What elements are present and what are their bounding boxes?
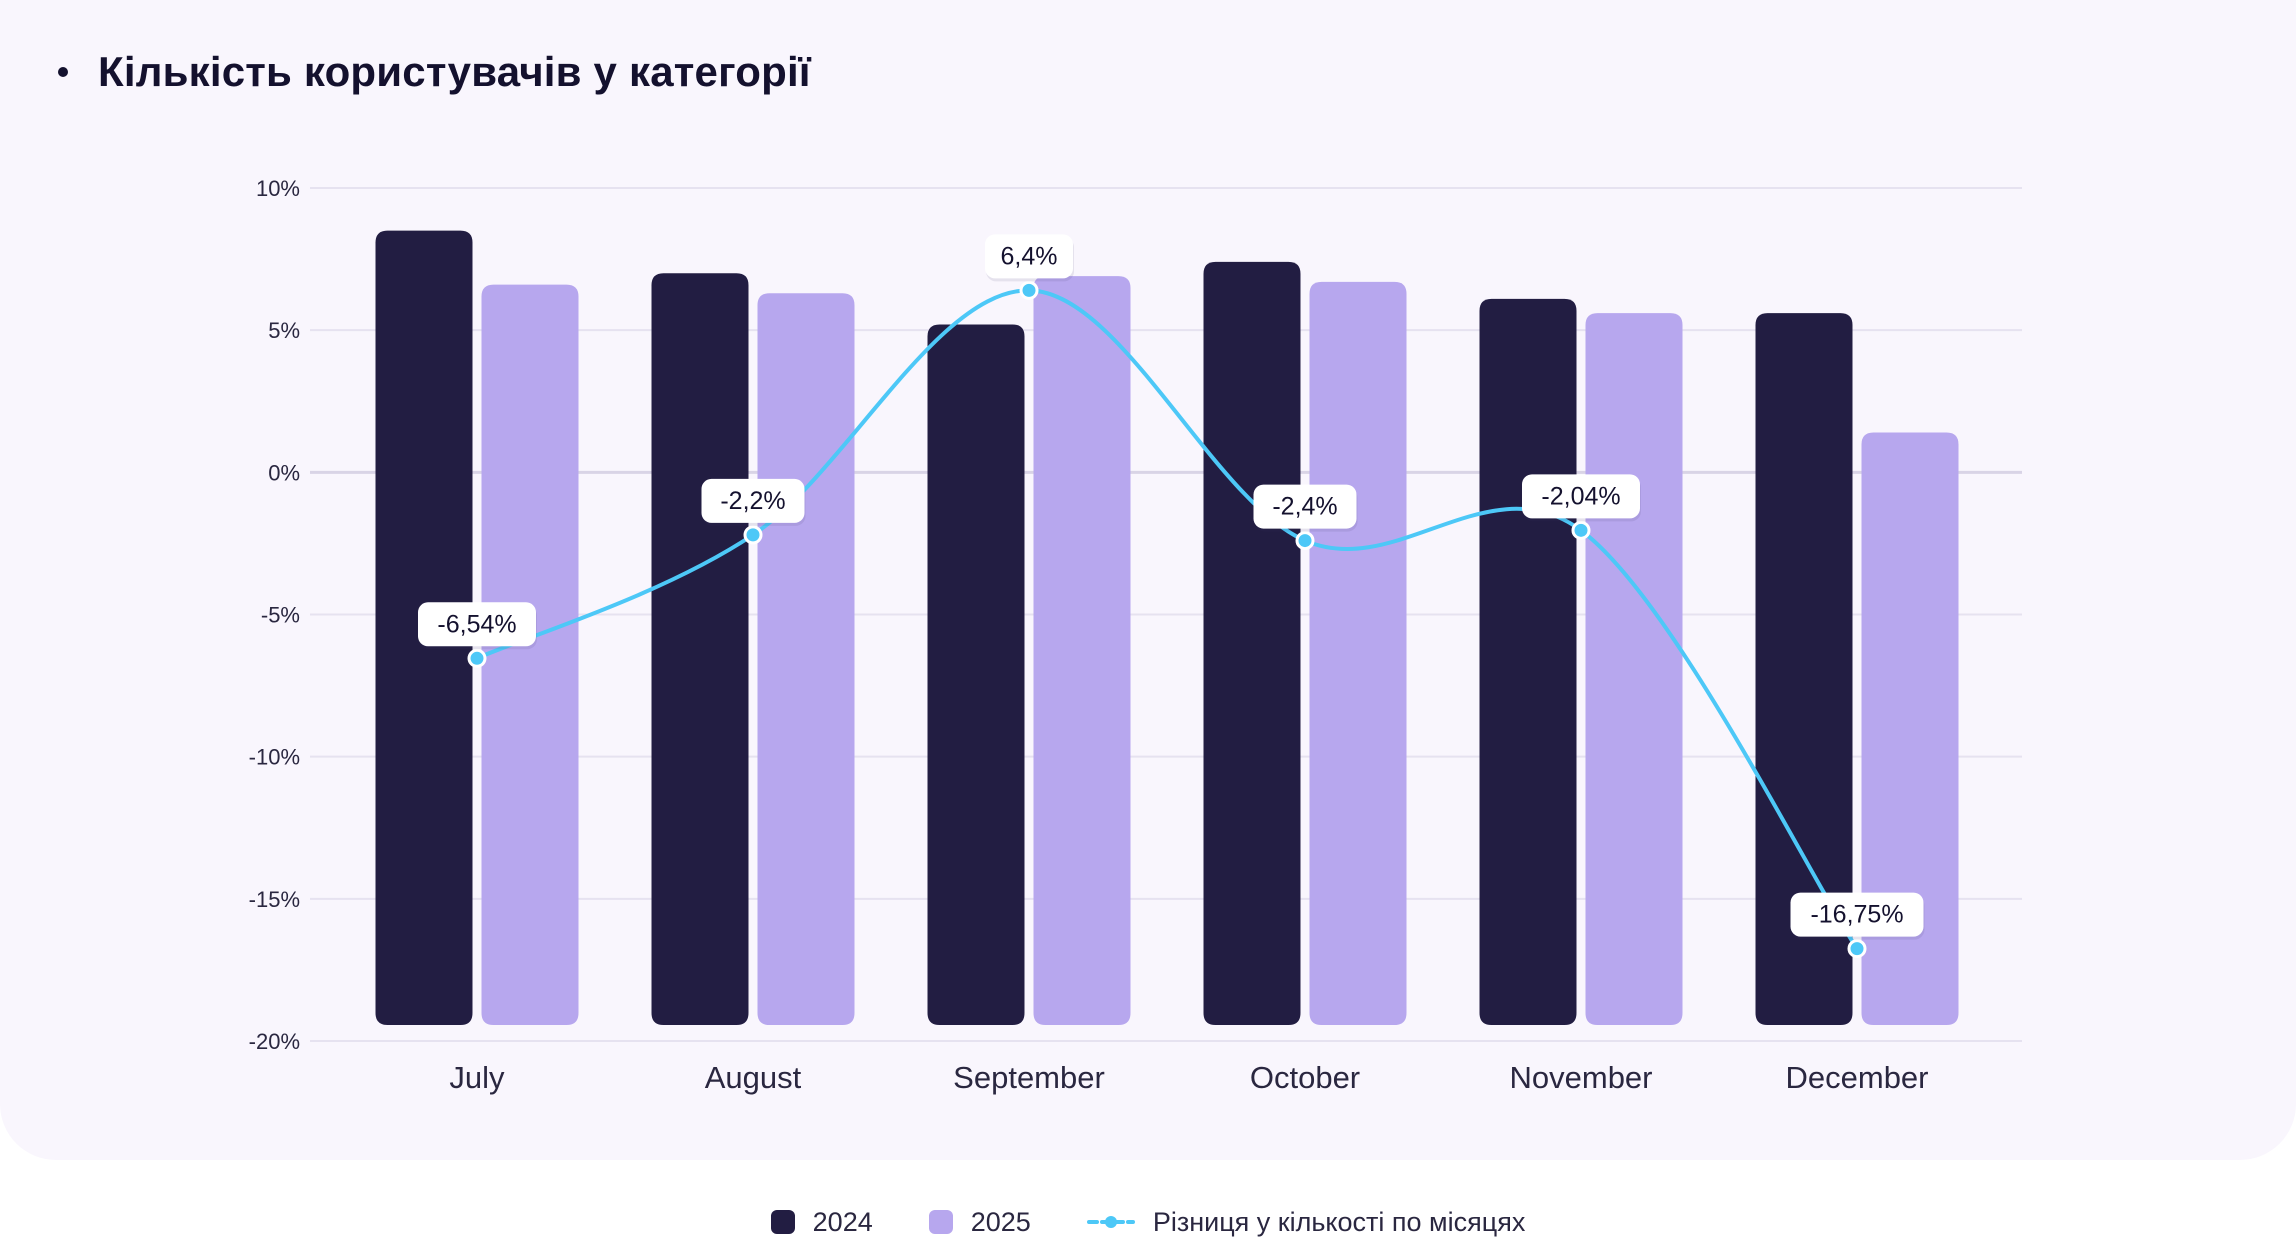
y-tick-label: -5% xyxy=(261,603,300,628)
legend-swatch-2025 xyxy=(928,1210,953,1234)
chart-title: Кількість користувачів у категорії xyxy=(98,48,811,95)
difference-point xyxy=(1019,280,1039,300)
y-tick-label: 0% xyxy=(268,460,300,485)
legend-item-2025[interactable]: 2025 xyxy=(928,1206,1031,1238)
bar-2025 xyxy=(1309,281,1407,1026)
difference-point xyxy=(467,648,487,668)
legend-line-icon xyxy=(1086,1216,1135,1228)
bar-2025 xyxy=(1861,432,1959,1025)
legend-item-2024[interactable]: 2024 xyxy=(770,1206,873,1238)
x-tick-label: October xyxy=(1250,1060,1360,1095)
x-tick-label: November xyxy=(1510,1060,1653,1095)
value-label: -16,75% xyxy=(1810,901,1903,929)
x-tick-label: September xyxy=(953,1060,1105,1095)
y-tick-label: -15% xyxy=(249,887,300,912)
title-row: Кількість користувачів у категорії xyxy=(58,48,811,96)
bar-2024 xyxy=(1755,313,1853,1025)
x-tick-label: July xyxy=(449,1060,505,1095)
y-tick-label: 10% xyxy=(256,176,300,201)
chart-svg: 10% 5% 0% -5% -10% -15% -20% July August Septembe… xyxy=(249,176,2022,1095)
difference-point xyxy=(1295,531,1315,551)
legend-label-2024: 2024 xyxy=(812,1206,873,1237)
value-label-box xyxy=(1522,474,1640,519)
bar-2025 xyxy=(1033,276,1131,1026)
value-label-box xyxy=(1790,892,1924,937)
y-tick-label: -20% xyxy=(249,1029,300,1054)
legend-label-difference: Різниця у кількості по місяцях xyxy=(1152,1206,1526,1237)
legend: 2024 2025 Різниця у кількості по місяцях xyxy=(0,1200,2296,1244)
bar-2024 xyxy=(1203,261,1301,1026)
value-label-box xyxy=(418,602,536,647)
difference-point xyxy=(1571,520,1591,540)
value-label: -6,54% xyxy=(437,610,516,638)
value-label: 6,4% xyxy=(1001,242,1058,270)
value-label-box xyxy=(701,478,805,523)
bar-2024 xyxy=(927,324,1025,1026)
difference-point xyxy=(1847,939,1867,959)
x-tick-label: August xyxy=(705,1060,802,1095)
bullet-icon xyxy=(58,67,68,77)
bar-2025 xyxy=(481,284,579,1025)
x-tick-label: December xyxy=(1786,1060,1929,1095)
bar-2025 xyxy=(1585,313,1683,1025)
value-label: -2,4% xyxy=(1272,493,1337,521)
y-tick-label: 5% xyxy=(268,318,300,343)
value-label-box xyxy=(1253,484,1357,529)
bar-2024 xyxy=(651,273,749,1025)
legend-label-2025: 2025 xyxy=(970,1206,1031,1237)
legend-item-difference[interactable]: Різниця у кількості по місяцях xyxy=(1086,1206,1526,1238)
bar-2024 xyxy=(1479,298,1577,1025)
value-label-box xyxy=(985,234,1073,279)
difference-point xyxy=(743,525,763,545)
legend-swatch-2024 xyxy=(770,1210,795,1234)
y-tick-label: -10% xyxy=(249,745,300,770)
value-label: -2,04% xyxy=(1541,482,1620,510)
bar-2025 xyxy=(757,293,855,1025)
value-label: -2,2% xyxy=(720,487,785,515)
